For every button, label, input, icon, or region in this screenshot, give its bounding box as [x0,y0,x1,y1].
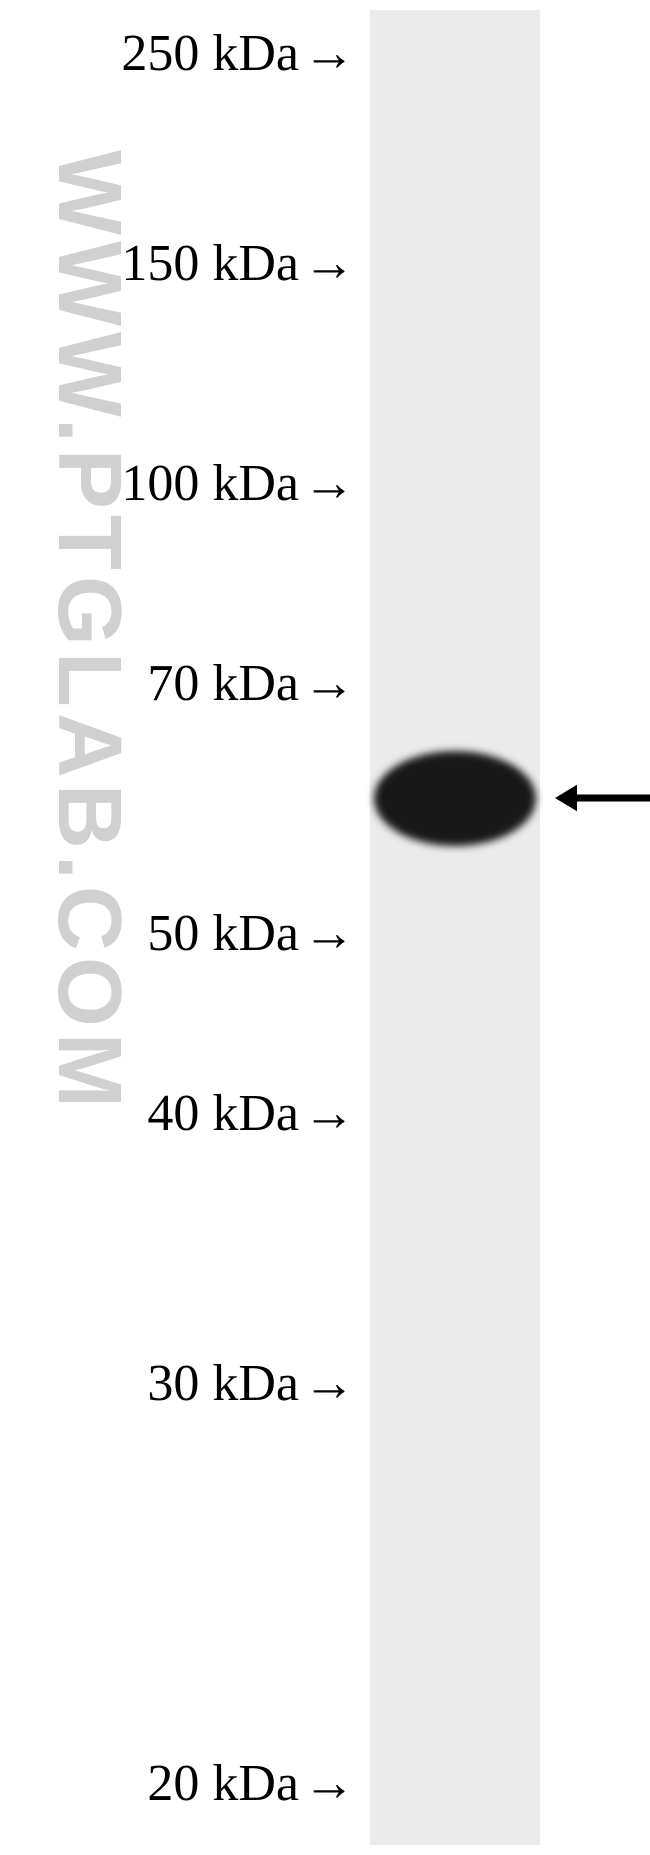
arrow-right-icon: → [303,454,355,513]
arrow-right-icon: → [303,1754,355,1813]
mw-marker-20kda: 20 kDa→ [147,1754,355,1813]
mw-marker-30kda: 30 kDa→ [147,1354,355,1413]
protein-band [374,751,536,846]
arrow-right-icon: → [303,654,355,713]
arrow-right-icon: → [303,904,355,963]
mw-marker-250kda: 250 kDa→ [121,24,355,83]
mw-marker-label: 50 kDa [147,905,299,962]
mw-marker-label: 100 kDa [121,455,299,512]
arrow-head [555,785,577,811]
western-blot-figure: WWW.PTGLAB.COM 250 kDa→150 kDa→100 kDa→7… [0,0,650,1855]
mw-marker-label: 30 kDa [147,1355,299,1412]
blot-lane [370,10,540,1845]
mw-marker-label: 20 kDa [147,1755,299,1812]
mw-marker-label: 150 kDa [121,235,299,292]
mw-marker-150kda: 150 kDa→ [121,234,355,293]
mw-marker-label: 250 kDa [121,25,299,82]
mw-marker-label: 40 kDa [147,1085,299,1142]
arrow-right-icon: → [303,1084,355,1143]
band-indicator-arrow [555,776,650,820]
mw-marker-label: 70 kDa [147,655,299,712]
arrow-right-icon: → [303,24,355,83]
mw-marker-100kda: 100 kDa→ [121,454,355,513]
watermark-text: WWW.PTGLAB.COM [37,150,140,1114]
mw-marker-40kda: 40 kDa→ [147,1084,355,1143]
arrow-right-icon: → [303,1354,355,1413]
mw-marker-70kda: 70 kDa→ [147,654,355,713]
arrow-right-icon: → [303,234,355,293]
mw-marker-50kda: 50 kDa→ [147,904,355,963]
